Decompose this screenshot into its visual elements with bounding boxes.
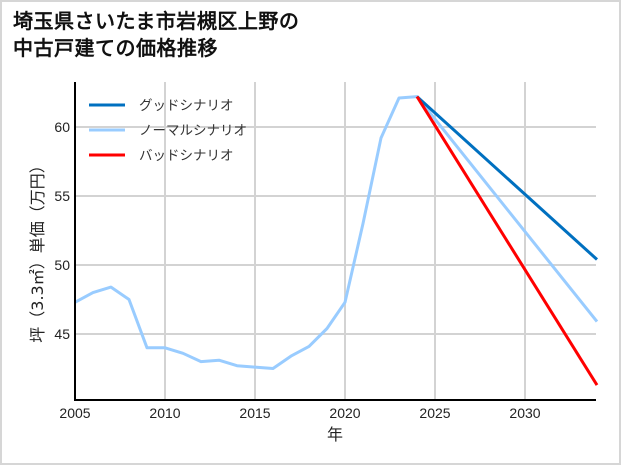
y-tick-label: 45	[54, 326, 70, 342]
y-axis-label: 坪（3.3㎡）単価（万円）	[28, 157, 47, 342]
chart-title-line1: 埼玉県さいたま市岩槻区上野の	[13, 9, 300, 33]
chart-title: 埼玉県さいたま市岩槻区上野の 中古戸建ての価格推移	[13, 8, 299, 62]
x-tick-labels: 2005 2010 2015 2020 2025 2030	[59, 405, 540, 421]
y-tick-label: 50	[54, 257, 70, 273]
x-tick-label: 2020	[329, 405, 360, 421]
chart-title-line2: 中古戸建ての価格推移	[13, 36, 218, 60]
series-line	[74, 95, 599, 370]
legend-label: バッドシナリオ	[139, 148, 234, 164]
axes	[74, 82, 596, 401]
legend-label: ノーマルシナリオ	[139, 123, 247, 139]
x-tick-label: 2005	[59, 405, 90, 421]
x-tick-label: 2030	[509, 405, 540, 421]
x-axis-label: 年	[327, 425, 343, 444]
x-tick-label: 2010	[149, 405, 180, 421]
y-tick-label: 60	[54, 119, 70, 135]
x-tick-label: 2015	[239, 405, 270, 421]
series-line	[415, 95, 599, 386]
series-lines	[74, 95, 599, 386]
legend-label: グッドシナリオ	[139, 98, 234, 114]
y-tick-labels: 45 50 55 60	[54, 119, 70, 342]
y-tick-label: 55	[54, 188, 70, 204]
series-line	[415, 95, 599, 261]
x-tick-label: 2025	[419, 405, 450, 421]
